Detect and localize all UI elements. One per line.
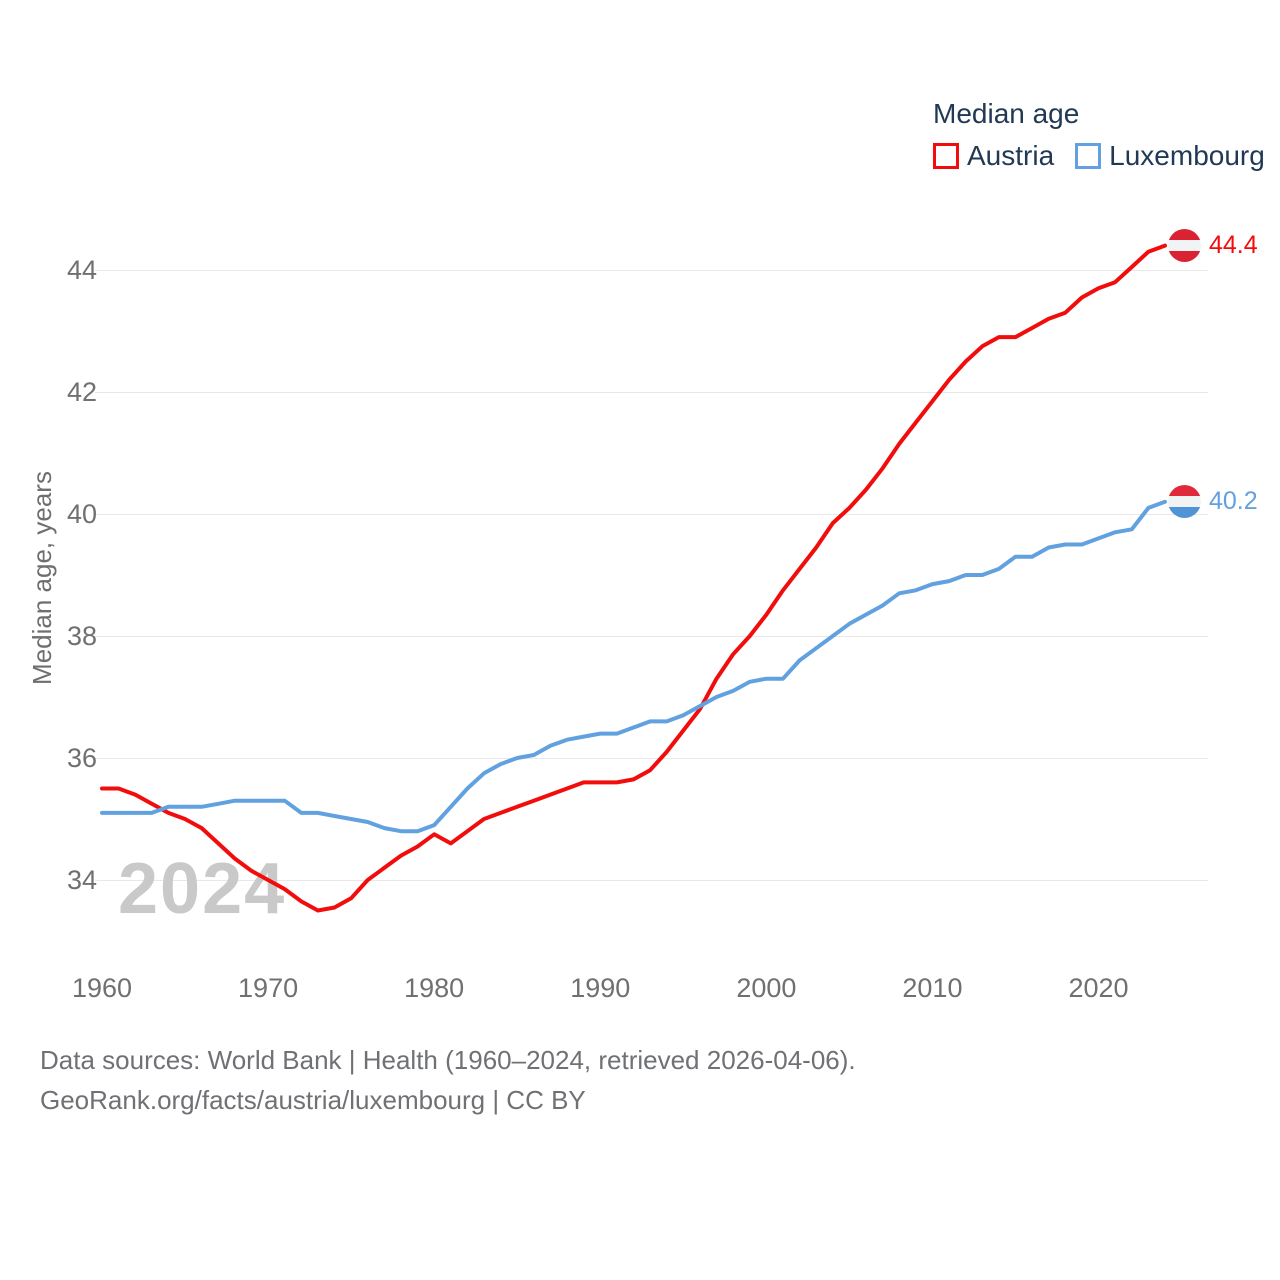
footer-attribution-line: GeoRank.org/facts/austria/luxembourg | C…: [40, 1085, 586, 1115]
end-label-luxembourg: 40.2: [1168, 484, 1258, 518]
x-tick-2020: 2020: [1068, 973, 1129, 1003]
line-luxembourg: [100, 499, 1167, 834]
x-tick-1970: 1970: [238, 973, 299, 1003]
x-tick-2000: 2000: [736, 973, 797, 1003]
footer: Data sources: World Bank | Health (1960–…: [40, 1040, 856, 1120]
x-tick-2010: 2010: [902, 973, 963, 1003]
luxembourg-flag-icon: [1168, 484, 1201, 518]
x-tick-1960: 1960: [71, 973, 133, 1003]
end-value-austria: 44.4: [1209, 230, 1258, 259]
x-tick-1980: 1980: [404, 973, 465, 1003]
line-austria: [100, 243, 1167, 913]
gridline-40: [95, 514, 1208, 515]
end-label-austria: 44.4: [1168, 228, 1258, 262]
y-axis-title: Median age, years: [27, 471, 57, 685]
legend: Median age Austria Luxembourg: [933, 98, 1265, 171]
y-tick-40: 40: [66, 499, 97, 529]
legend-swatch-austria[interactable]: [933, 143, 959, 169]
legend-swatch-luxembourg[interactable]: [1075, 143, 1102, 169]
gridline-42: [95, 392, 1208, 393]
footer-sources-line: Data sources: World Bank | Health (1960–…: [40, 1045, 856, 1075]
y-tick-34: 34: [66, 865, 97, 895]
austria-flag-icon: [1168, 228, 1201, 262]
y-tick-38: 38: [66, 621, 97, 651]
y-tick-36: 36: [66, 743, 97, 773]
legend-title: Median age: [933, 98, 1080, 129]
gridline-38: [95, 636, 1208, 637]
gridline-36: [95, 758, 1208, 759]
y-tick-44: 44: [66, 255, 97, 285]
watermark-year: 2024: [118, 849, 287, 929]
x-tick-1990: 1990: [570, 973, 631, 1003]
legend-items: Austria Luxembourg: [933, 141, 1265, 171]
legend-label-austria[interactable]: Austria: [967, 140, 1055, 171]
gridline-44: [95, 270, 1208, 271]
y-tick-42: 42: [66, 377, 97, 407]
legend-label-luxembourg[interactable]: Luxembourg: [1109, 140, 1265, 171]
end-value-luxembourg: 40.2: [1209, 486, 1258, 515]
